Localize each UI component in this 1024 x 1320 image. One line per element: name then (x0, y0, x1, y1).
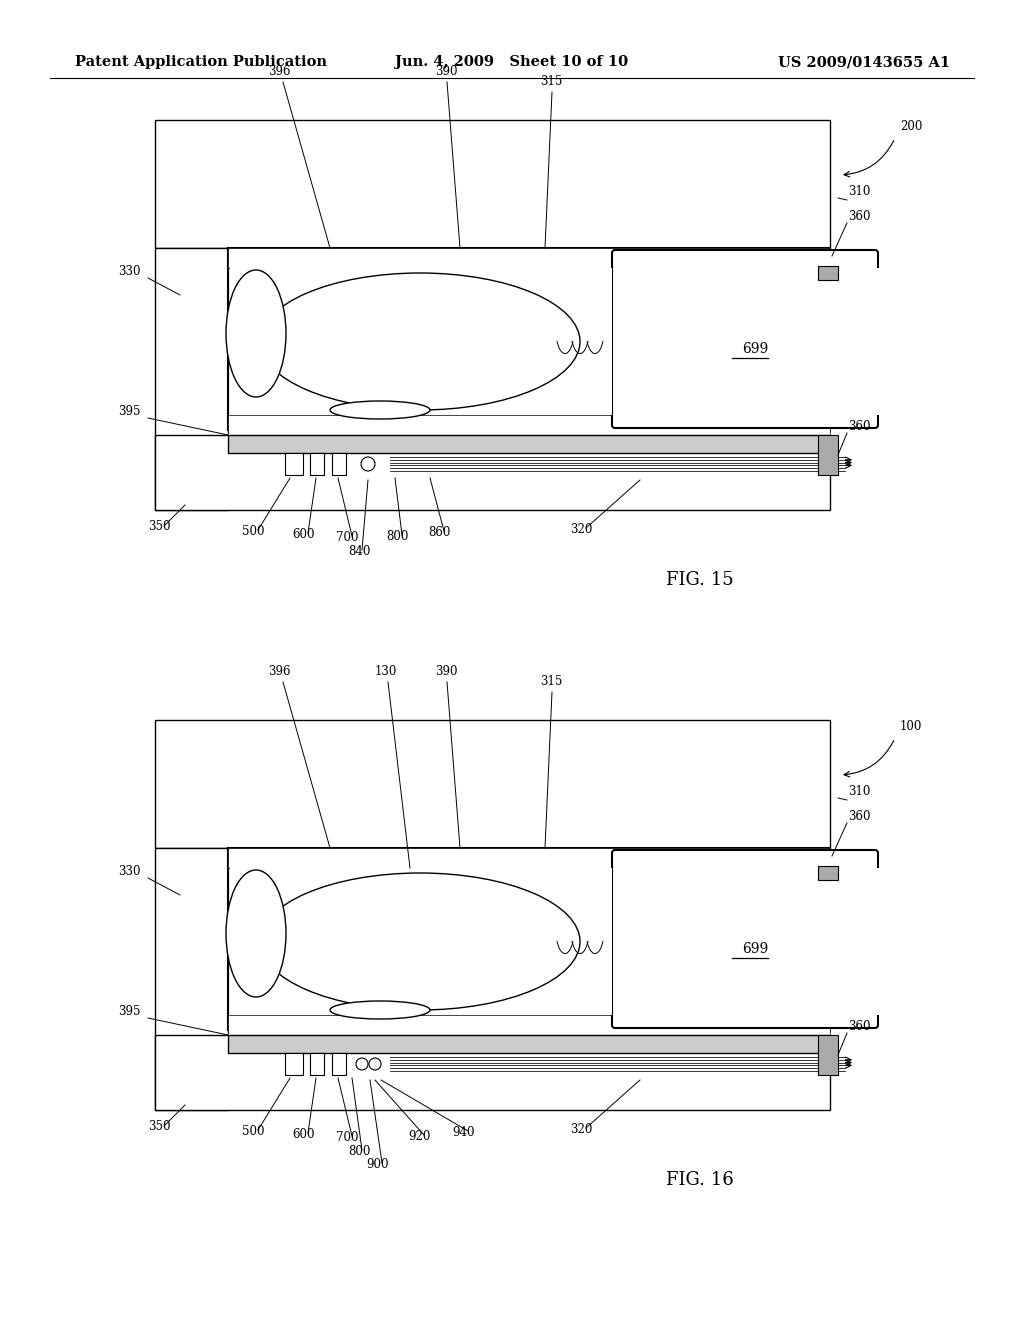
Bar (332, 453, 346, 475)
Text: 700: 700 (336, 1131, 358, 1144)
Text: 395: 395 (118, 405, 140, 418)
Text: 330: 330 (118, 265, 140, 279)
Bar (818, 267, 838, 280)
Bar (228, 248, 830, 430)
Bar (155, 120, 830, 248)
Bar (310, 1053, 324, 1074)
Bar (228, 1015, 830, 1035)
Text: 700: 700 (336, 531, 358, 544)
Bar (155, 847, 228, 1110)
Text: 699: 699 (741, 942, 768, 956)
Text: 900: 900 (366, 1158, 388, 1171)
Text: 360: 360 (848, 810, 870, 822)
Bar (228, 436, 830, 453)
Bar (155, 120, 830, 248)
Bar (228, 847, 830, 869)
Text: FIG. 15: FIG. 15 (667, 572, 734, 589)
Bar (818, 1035, 838, 1074)
Bar (228, 847, 830, 1030)
Text: US 2009/0143655 A1: US 2009/0143655 A1 (778, 55, 950, 69)
Bar (228, 248, 830, 268)
Ellipse shape (330, 401, 430, 418)
Ellipse shape (260, 273, 580, 411)
Text: 315: 315 (540, 75, 562, 88)
Ellipse shape (226, 271, 286, 397)
Text: 130: 130 (375, 665, 397, 678)
Bar (285, 453, 303, 475)
Text: 330: 330 (118, 865, 140, 878)
Bar (228, 847, 830, 869)
Text: 395: 395 (118, 1005, 140, 1018)
Text: 940: 940 (452, 1126, 474, 1139)
Text: 310: 310 (848, 185, 870, 198)
Text: 350: 350 (148, 1119, 171, 1133)
Bar (155, 436, 830, 510)
Bar (155, 436, 830, 510)
Circle shape (369, 1059, 381, 1071)
Text: 200: 200 (900, 120, 923, 133)
Bar (155, 1035, 830, 1110)
Bar (310, 453, 324, 475)
Text: 500: 500 (242, 1125, 264, 1138)
Bar (155, 248, 228, 510)
Bar (615, 869, 880, 1015)
Bar (155, 719, 830, 847)
Text: 500: 500 (242, 525, 264, 539)
Text: Jun. 4, 2009   Sheet 10 of 10: Jun. 4, 2009 Sheet 10 of 10 (395, 55, 629, 69)
Text: 840: 840 (348, 545, 371, 558)
Text: 360: 360 (848, 420, 870, 433)
Text: 350: 350 (148, 520, 171, 533)
FancyBboxPatch shape (612, 249, 878, 428)
Bar (332, 1053, 346, 1074)
Bar (228, 1015, 830, 1035)
Bar (818, 866, 838, 880)
Text: 396: 396 (268, 665, 291, 678)
Text: 600: 600 (292, 528, 314, 541)
Bar (615, 268, 880, 414)
Bar (228, 414, 830, 436)
Bar (228, 248, 830, 268)
Ellipse shape (260, 873, 580, 1010)
Text: 320: 320 (570, 1123, 592, 1137)
Text: 920: 920 (408, 1130, 430, 1143)
Text: 315: 315 (540, 675, 562, 688)
Bar (228, 1035, 830, 1053)
Text: 360: 360 (848, 210, 870, 223)
Circle shape (361, 457, 375, 471)
Bar (155, 248, 228, 510)
Text: 800: 800 (386, 531, 409, 543)
Text: FIG. 16: FIG. 16 (667, 1171, 734, 1189)
Bar (155, 847, 228, 1110)
Ellipse shape (226, 870, 286, 997)
Bar (230, 869, 612, 1015)
Bar (155, 719, 830, 847)
Text: 396: 396 (268, 65, 291, 78)
Text: 310: 310 (848, 785, 870, 799)
Text: 800: 800 (348, 1144, 371, 1158)
Text: 390: 390 (435, 65, 458, 78)
Bar (230, 268, 612, 414)
FancyBboxPatch shape (612, 850, 878, 1028)
Text: 860: 860 (428, 525, 451, 539)
Text: Patent Application Publication: Patent Application Publication (75, 55, 327, 69)
Ellipse shape (330, 1001, 430, 1019)
Text: 320: 320 (570, 523, 592, 536)
Bar (818, 436, 838, 475)
Text: 699: 699 (741, 342, 768, 356)
Text: 390: 390 (435, 665, 458, 678)
Circle shape (356, 1059, 368, 1071)
Text: 360: 360 (848, 1020, 870, 1034)
Bar (155, 1035, 830, 1110)
Bar (285, 1053, 303, 1074)
Text: 600: 600 (292, 1129, 314, 1140)
Text: 100: 100 (900, 719, 923, 733)
Bar (228, 414, 830, 436)
